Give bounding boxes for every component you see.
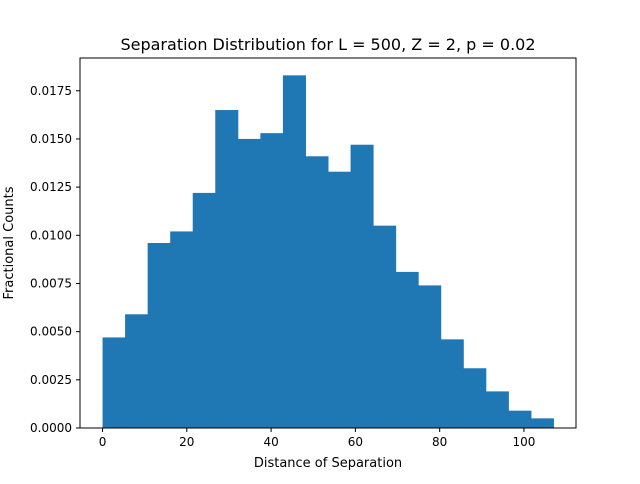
y-tick-label: 0.0075	[30, 276, 72, 290]
histogram-bar	[328, 171, 352, 428]
histogram-bar	[508, 410, 532, 428]
histogram-bar	[102, 337, 126, 428]
histogram-bar	[485, 391, 509, 428]
y-tick-label: 0.0150	[30, 132, 72, 146]
x-tick-label: 0	[99, 435, 107, 449]
y-axis-label: Fractional Counts	[2, 186, 17, 299]
histogram-bar	[440, 339, 464, 428]
histogram-bar	[305, 156, 329, 428]
x-tick-label: 60	[348, 435, 363, 449]
y-tick-label: 0.0050	[30, 325, 72, 339]
histogram-bar	[170, 231, 194, 428]
histogram-bar	[125, 314, 149, 428]
x-tick-label: 40	[263, 435, 278, 449]
histogram-bar	[147, 243, 171, 428]
histogram-bar	[260, 133, 284, 428]
plot-area-frame	[79, 57, 577, 429]
y-tick-label: 0.0125	[30, 180, 72, 194]
chart-title: Separation Distribution for L = 500, Z =…	[120, 35, 535, 54]
histogram-bar	[395, 271, 419, 428]
x-tick-label: 80	[432, 435, 447, 449]
histogram-bar	[282, 75, 306, 428]
y-axis-ticks: 0.0000 0.0025 0.0050 0.0075 0.0100 0.0125 0.01…	[30, 84, 80, 435]
histogram-bar	[350, 144, 374, 428]
histogram-bar	[192, 192, 216, 428]
x-axis-ticks: 0 20 40 60 80 100	[99, 428, 536, 449]
y-tick-label: 0.0000	[30, 421, 72, 435]
histogram-bar	[237, 138, 261, 428]
histogram-bar	[418, 285, 442, 428]
histogram-bar	[215, 110, 239, 428]
y-tick-label: 0.0100	[30, 228, 72, 242]
histogram-bar	[463, 368, 487, 428]
y-tick-label: 0.0175	[30, 84, 72, 98]
x-tick-label: 100	[513, 435, 536, 449]
histogram-bar	[373, 225, 397, 428]
x-tick-label: 20	[179, 435, 194, 449]
x-axis-label: Distance of Separation	[254, 456, 402, 471]
bars-group	[102, 75, 554, 428]
histogram-bar	[530, 418, 554, 428]
y-tick-label: 0.0025	[30, 373, 72, 387]
